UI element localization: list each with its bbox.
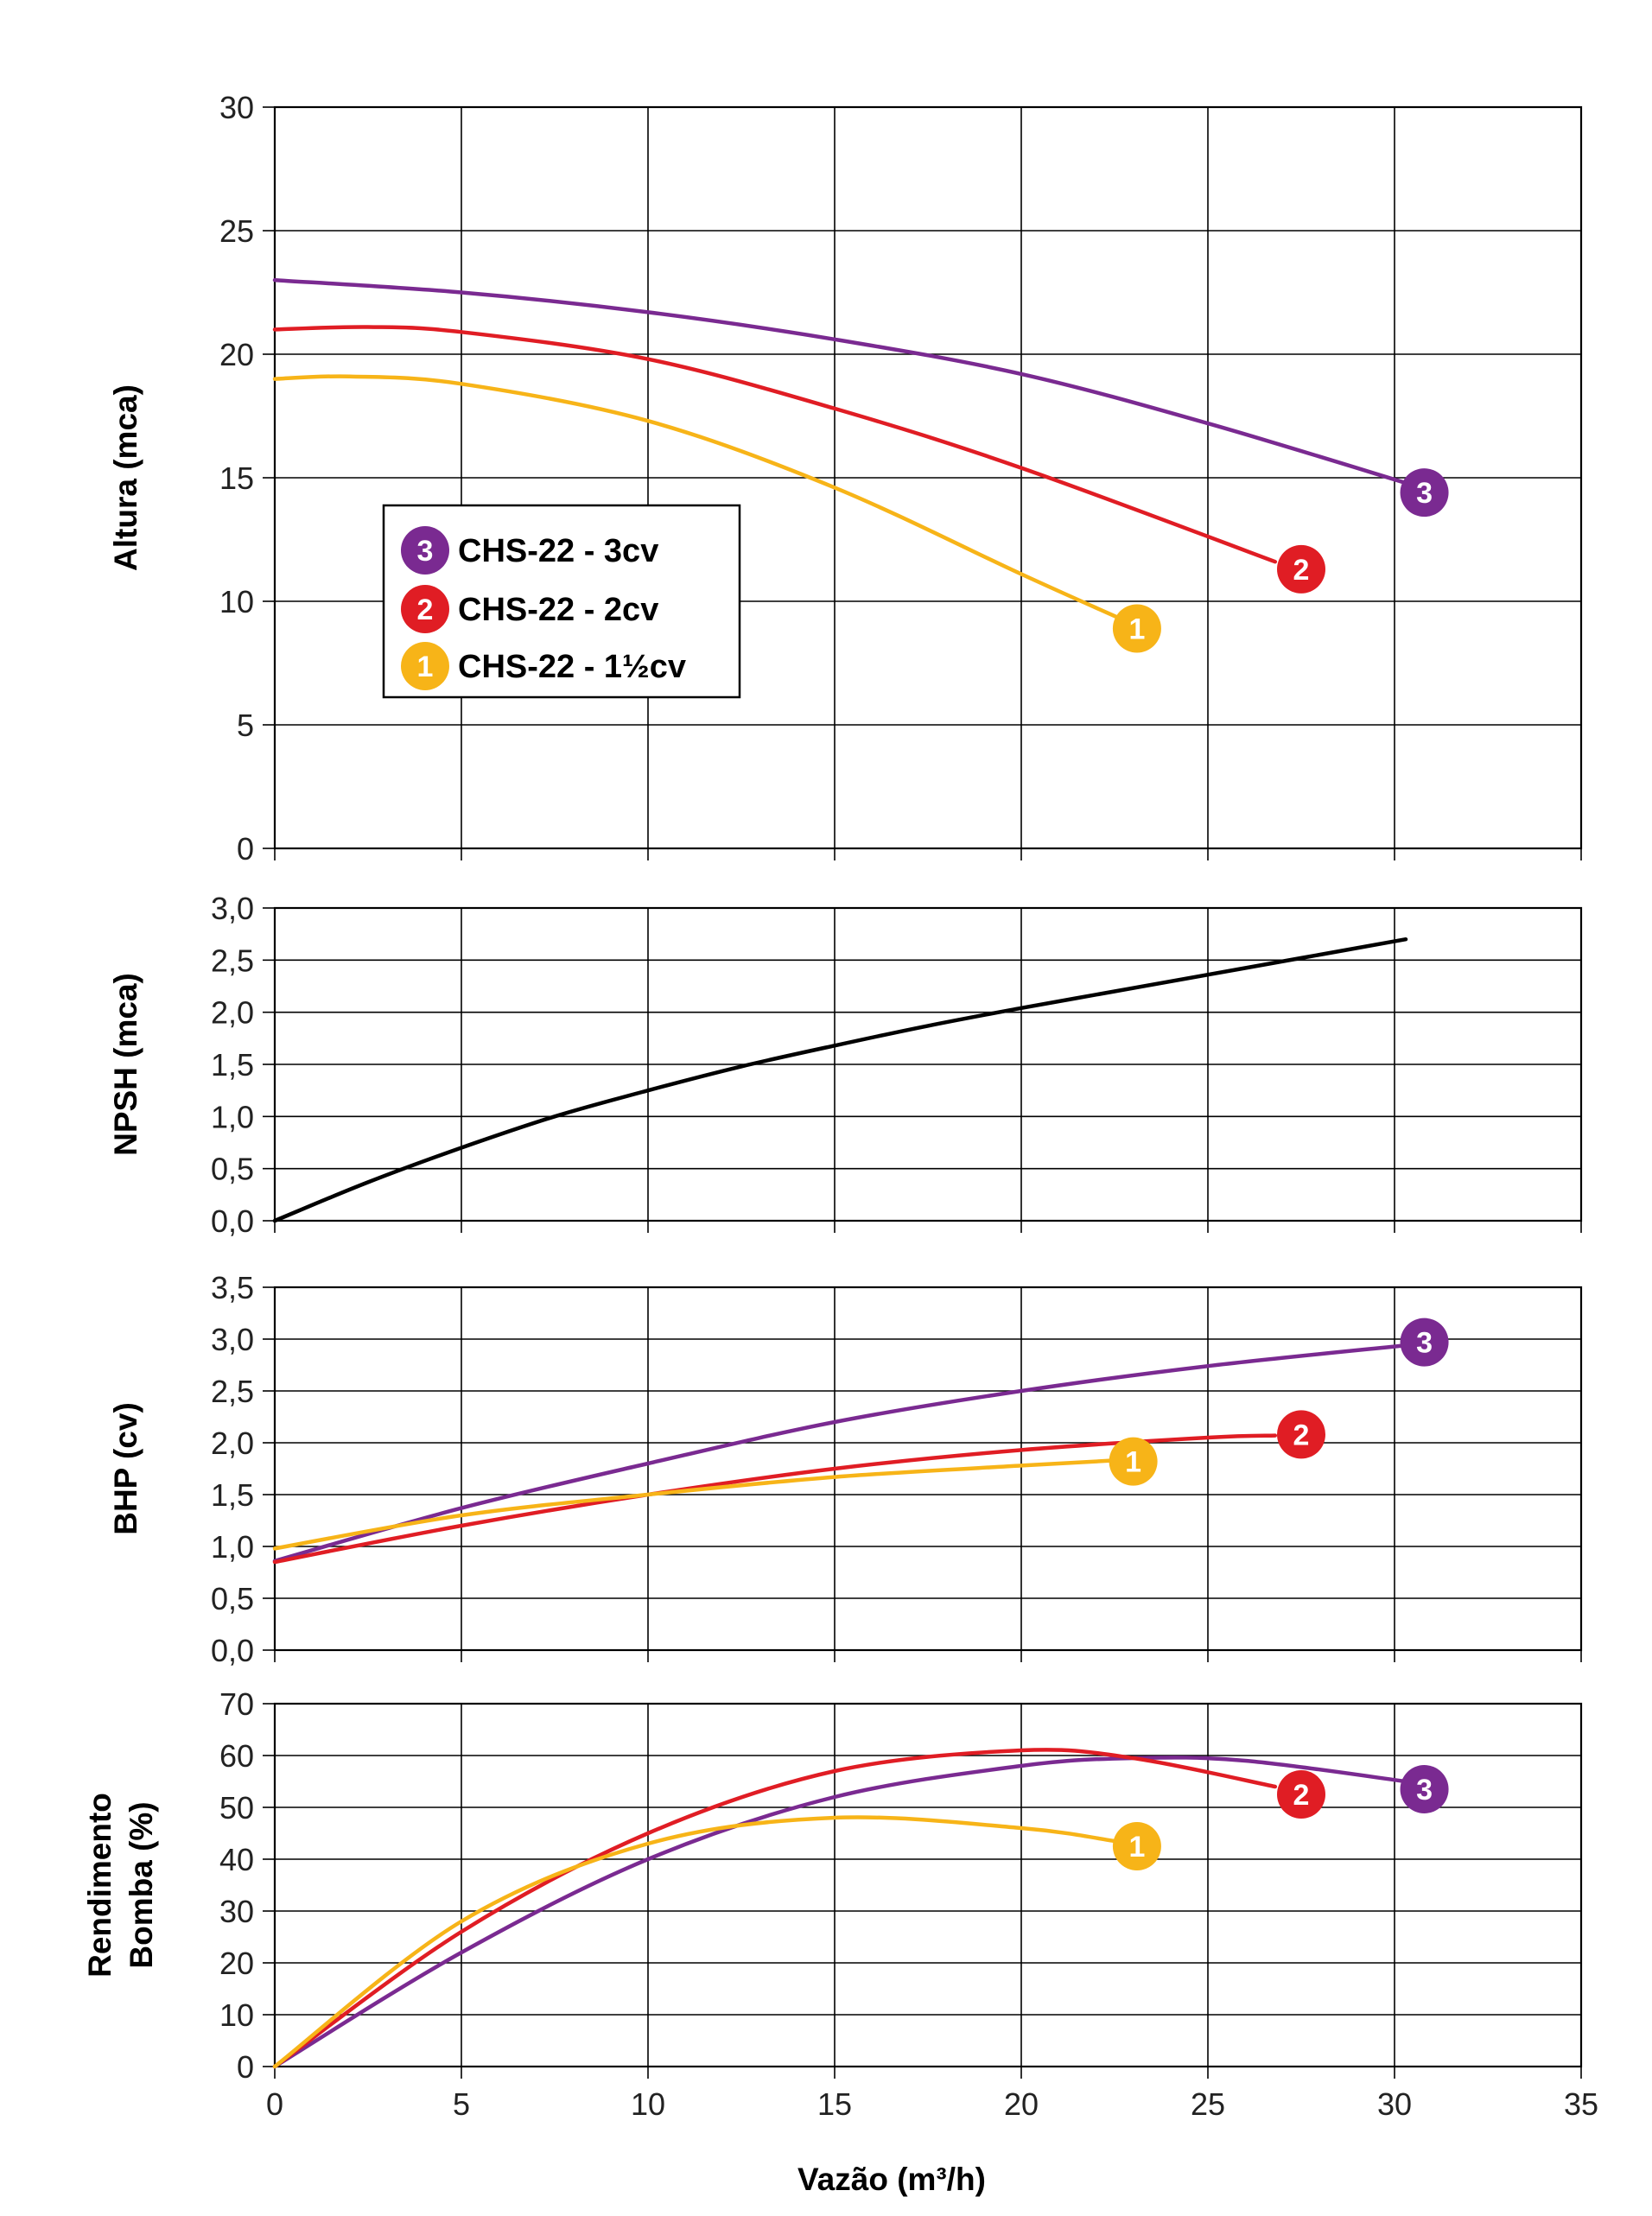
bhp-ytick-label: 1,0: [211, 1529, 254, 1565]
npsh-ytick-label: 2,5: [211, 943, 254, 978]
legend: 3 CHS-22 - 3cv 2 CHS-22 - 2cv 1 CHS-22 -…: [382, 504, 741, 699]
rendimento-series-badge-label-1: 1: [1128, 1831, 1145, 1864]
altura-series-badge-1: [1112, 604, 1161, 653]
rendimento-series-line-1: [272, 1815, 1117, 2069]
legend-badge-2-label: 2: [417, 594, 434, 626]
npsh-y-axis-title: NPSH (mca): [108, 973, 143, 1156]
rendimento-ytick-label: 20: [219, 1946, 254, 1981]
x-tick-label: 0: [266, 2086, 283, 2122]
rendimento-series-badge-2: [1277, 1770, 1325, 1819]
altura-plot-frame: [273, 105, 1583, 850]
rendimento-ytick-label: 0: [237, 2049, 254, 2085]
rendimento-ytick-label: 70: [219, 1686, 254, 1722]
npsh-plot-frame: [273, 906, 1583, 1222]
bhp-plot-frame: [273, 1286, 1583, 1652]
rendimento-ytick-label: 50: [219, 1790, 254, 1826]
bhp-series-badge-label-1: 1: [1125, 1446, 1141, 1479]
x-axis-title: Vazão (m³/h): [797, 2162, 986, 2197]
bhp-ytick-label: 1,5: [211, 1477, 254, 1513]
x-tick-label: 15: [817, 2086, 852, 2122]
rendimento-series-badge-label-2: 2: [1293, 1779, 1310, 1812]
legend-badge-1: [401, 642, 449, 690]
legend-label-2: CHS-22 - 2cv: [458, 592, 658, 628]
npsh-ytick-label: 1,5: [211, 1047, 254, 1083]
bhp-panel: 0,0 0,5 1,0 1,5 2,0 2,5 3,0 3,5 BHP (cv) 3 2 1: [108, 1270, 1583, 1668]
altura-series-badge-3: [1400, 468, 1449, 517]
rendimento-y-axis-title-line: Bomba (%): [124, 1801, 159, 1968]
bhp-ytick-label: 2,0: [211, 1425, 254, 1461]
altura-series-badge-label-1: 1: [1128, 613, 1145, 645]
npsh-panel: 0,0 0,5 1,0 1,5 2,0 2,5 3,0 NPSH (mca): [108, 891, 1583, 1239]
rendimento-series-badge-3: [1400, 1765, 1449, 1813]
rendimento-ytick-label: 10: [219, 1997, 254, 2033]
altura-series-badge-label-2: 2: [1293, 554, 1310, 587]
bhp-series-line-3: [272, 1343, 1408, 1564]
bhp-series-badge-1: [1109, 1437, 1158, 1486]
bhp-series-badge-label-3: 3: [1416, 1327, 1433, 1360]
legend-badge-1-label: 1: [417, 651, 434, 683]
rendimento-y-axis-title-line: Rendimento: [82, 1793, 118, 1978]
altura-panel: 0 5 10 15 20 25 30 Altura (mca) 3 2 1: [108, 90, 1583, 867]
legend-item-1: 1 CHS-22 - 1½cv: [401, 642, 686, 690]
npsh-ytick-label: 3,0: [211, 891, 254, 926]
rendimento-y-axis-title: Rendimento Bomba (%): [82, 1793, 159, 1978]
legend-label-3: CHS-22 - 3cv: [458, 533, 658, 569]
altura-y-axis-title: Altura (mca): [108, 384, 143, 571]
altura-ytick-label: 10: [219, 584, 254, 619]
rendimento-series-badge-label-3: 3: [1416, 1774, 1433, 1806]
altura-series-line-2: [272, 325, 1278, 564]
bhp-ytick-label: 3,5: [211, 1270, 254, 1305]
altura-series-line-1: [272, 374, 1128, 624]
bhp-ytick-label: 3,0: [211, 1322, 254, 1357]
legend-badge-3: [401, 526, 449, 575]
rendimento-series-line-3: [272, 1756, 1408, 2069]
legend-label-1: CHS-22 - 1½cv: [458, 649, 686, 685]
bhp-ytick-label: 0,0: [211, 1633, 254, 1668]
x-tick-label: 25: [1191, 2086, 1225, 2122]
bhp-series-badge-label-2: 2: [1293, 1419, 1310, 1451]
legend-badge-3-label: 3: [417, 535, 434, 568]
npsh-ytick-label: 1,0: [211, 1099, 254, 1134]
bhp-series-badge-2: [1277, 1410, 1325, 1459]
altura-ytick-label: 20: [219, 337, 254, 372]
altura-ytick-label: 5: [237, 708, 254, 743]
legend-item-2: 2 CHS-22 - 2cv: [401, 585, 658, 633]
altura-ytick-label: 0: [237, 831, 254, 867]
bhp-series-line-1: [272, 1458, 1117, 1551]
rendimento-ytick-label: 40: [219, 1842, 254, 1877]
legend-item-3: 3 CHS-22 - 3cv: [401, 526, 658, 575]
bhp-series-badge-3: [1400, 1318, 1449, 1367]
bhp-ytick-label: 0,5: [211, 1581, 254, 1616]
rendimento-plot-frame: [273, 1702, 1583, 2068]
x-tick-label: 10: [631, 2086, 665, 2122]
altura-series-badge-2: [1277, 544, 1325, 594]
rendimento-ytick-label: 30: [219, 1894, 254, 1929]
rendimento-ytick-label: 60: [219, 1738, 254, 1774]
x-tick-label: 35: [1564, 2086, 1598, 2122]
rendimento-series-line-2: [272, 1748, 1278, 2069]
bhp-series-line-2: [272, 1433, 1278, 1565]
npsh-series-line-npsh: [272, 937, 1408, 1223]
x-tick-label: 5: [453, 2086, 470, 2122]
npsh-ytick-label: 2,0: [211, 995, 254, 1031]
npsh-ytick-label: 0,5: [211, 1152, 254, 1187]
altura-series-badge-label-3: 3: [1416, 477, 1433, 510]
altura-ytick-label: 15: [219, 460, 254, 496]
npsh-ytick-label: 0,0: [211, 1203, 254, 1239]
x-tick-label: 20: [1004, 2086, 1039, 2122]
altura-ytick-label: 25: [219, 213, 254, 249]
bhp-y-axis-title: BHP (cv): [108, 1402, 143, 1535]
altura-series-line-3: [272, 277, 1415, 487]
legend-badge-2: [401, 585, 449, 633]
rendimento-series-badge-1: [1112, 1822, 1161, 1870]
x-tick-label: 30: [1377, 2086, 1412, 2122]
altura-ytick-label: 30: [219, 90, 254, 125]
bhp-ytick-label: 2,5: [211, 1374, 254, 1409]
